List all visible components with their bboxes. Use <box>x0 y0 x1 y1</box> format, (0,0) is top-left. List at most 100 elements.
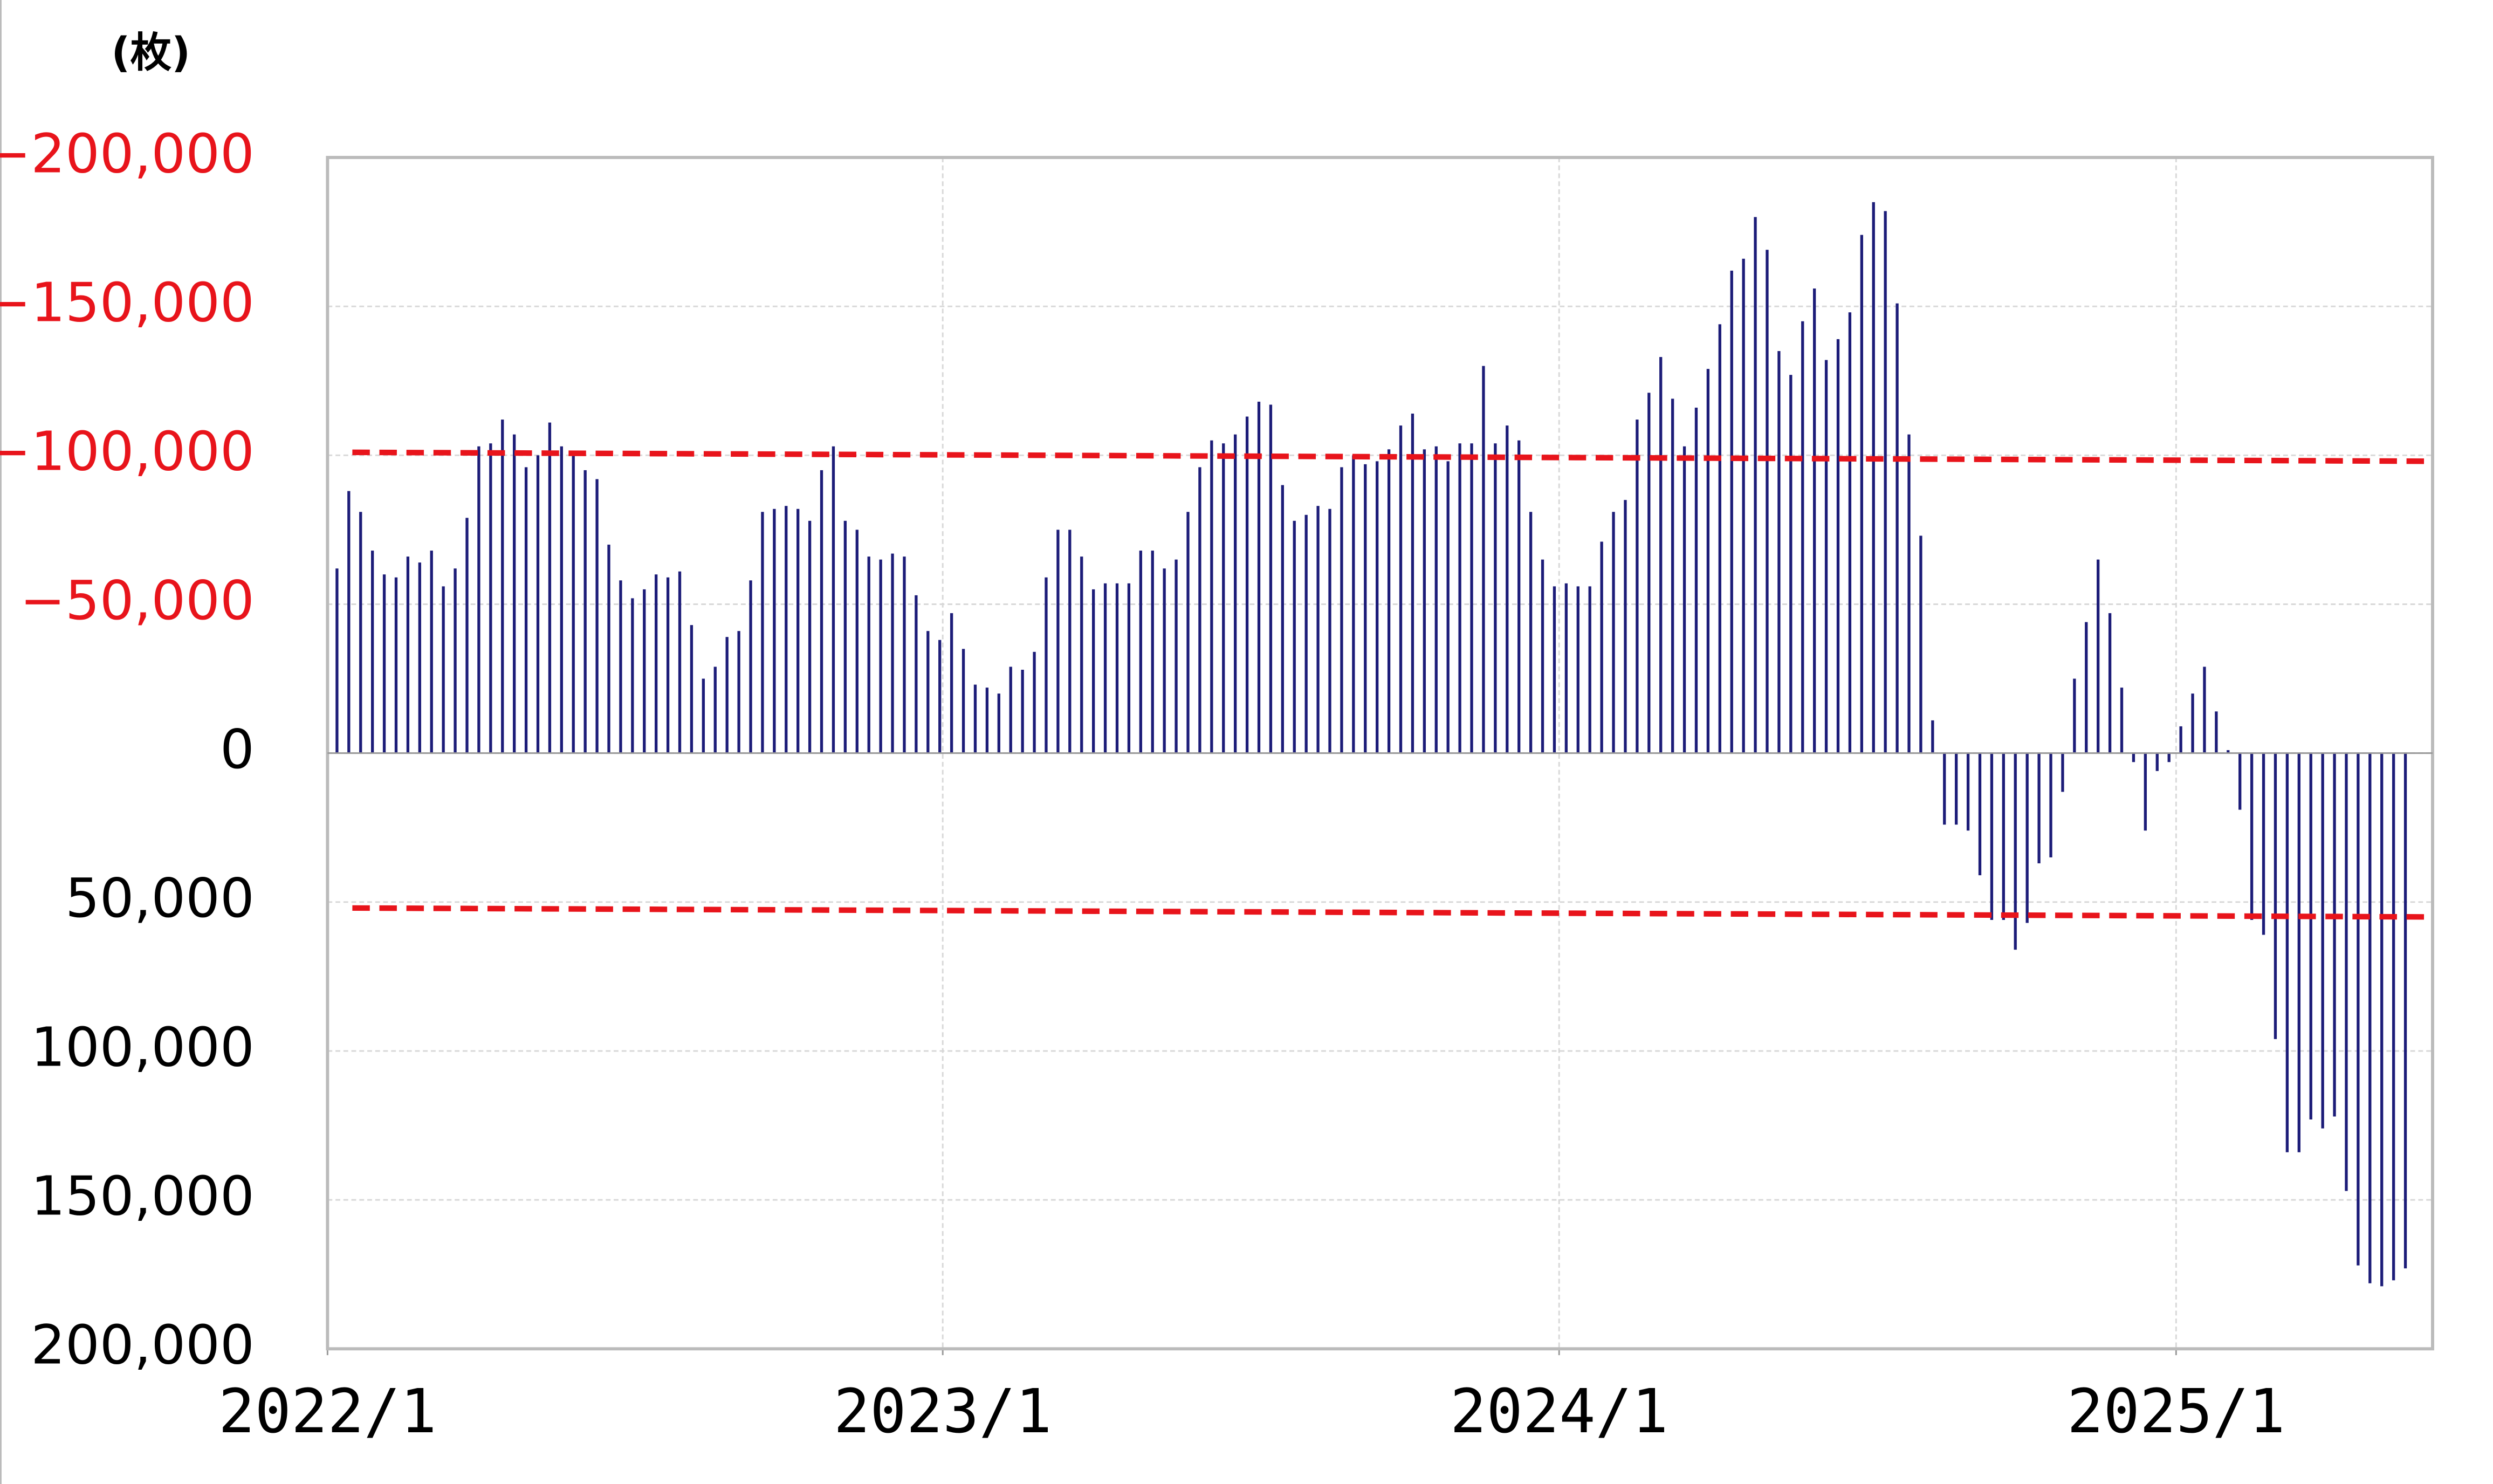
bar <box>962 649 965 753</box>
bar <box>950 613 953 753</box>
bar <box>1529 512 1533 753</box>
bar <box>477 446 480 753</box>
bar <box>359 512 362 753</box>
bar <box>406 556 410 753</box>
bar <box>1754 217 1757 753</box>
bar <box>524 467 528 753</box>
bar <box>1293 520 1296 753</box>
bar <box>2274 753 2277 1039</box>
bar <box>1470 443 1473 753</box>
bar <box>2179 726 2182 753</box>
bar <box>1139 551 1142 753</box>
bar <box>1860 235 1863 753</box>
bar <box>1434 446 1438 753</box>
bar <box>1647 393 1651 753</box>
bar <box>832 446 835 753</box>
bar <box>1718 324 1721 753</box>
bar <box>1198 467 1201 753</box>
bar <box>501 420 504 753</box>
bar <box>1376 461 1379 753</box>
bar <box>1056 530 1060 753</box>
bar <box>1316 506 1320 753</box>
y-axis-label: (枚) <box>111 29 190 77</box>
bar <box>347 491 351 753</box>
bar <box>1742 258 1745 753</box>
bar <box>655 574 658 753</box>
bar <box>1186 512 1190 753</box>
bar <box>1588 586 1591 753</box>
bar <box>1966 753 1970 831</box>
bar <box>891 553 894 753</box>
bar <box>2357 753 2360 1266</box>
bar <box>2085 622 2088 753</box>
bar <box>382 574 386 753</box>
x-tick-label: 2022/1 <box>218 1377 437 1447</box>
bar <box>1682 446 1686 753</box>
bar <box>560 446 563 753</box>
bar <box>985 688 989 753</box>
bar <box>619 580 622 753</box>
bar <box>335 568 339 753</box>
bar <box>2073 678 2076 753</box>
bar <box>725 637 729 753</box>
bar <box>690 625 693 753</box>
bar <box>2238 753 2242 810</box>
bar <box>702 678 705 753</box>
bar <box>2403 753 2407 1269</box>
bar <box>1848 312 1852 753</box>
bar <box>2155 753 2159 771</box>
bar <box>1175 559 1178 753</box>
bar <box>1245 416 1249 753</box>
bar <box>1801 321 1804 753</box>
bar <box>1706 369 1710 753</box>
bar <box>1127 583 1131 753</box>
bar <box>855 530 859 753</box>
bar <box>737 631 740 753</box>
bar <box>1943 753 1946 825</box>
bar <box>1328 509 1331 753</box>
y-tick-label: 50,000 <box>65 867 255 930</box>
bar <box>1269 404 1273 753</box>
bar <box>1872 202 1875 753</box>
bar <box>1387 449 1391 753</box>
bar <box>749 580 752 753</box>
bar <box>1352 455 1355 753</box>
bar <box>394 577 398 753</box>
bar <box>1068 530 1072 753</box>
bar <box>418 562 421 753</box>
bar <box>2144 753 2147 831</box>
bar <box>1163 568 1166 753</box>
bar <box>785 506 788 753</box>
bar <box>1624 500 1627 753</box>
x-tick-label: 2024/1 <box>1450 1377 1668 1447</box>
bar <box>1600 541 1603 753</box>
bar <box>2203 667 2206 753</box>
bar <box>2132 753 2135 762</box>
bar <box>973 684 977 753</box>
bar <box>430 551 433 753</box>
bar <box>1694 407 1698 753</box>
bar <box>2262 753 2265 935</box>
bar <box>2392 753 2395 1281</box>
bar <box>1659 357 1663 753</box>
bar <box>2049 753 2052 857</box>
bar <box>1955 753 1958 825</box>
bar <box>1446 461 1450 753</box>
bar <box>1115 583 1119 753</box>
y-tick-label: 200,000 <box>31 1314 254 1377</box>
bar <box>926 631 930 753</box>
bar <box>997 693 1000 753</box>
bar <box>2025 753 2029 923</box>
bar <box>713 667 717 753</box>
bar <box>1990 753 1994 920</box>
bar <box>2297 753 2300 1152</box>
bar <box>1304 514 1308 753</box>
bar <box>820 470 823 753</box>
bar <box>1009 667 1012 753</box>
bar <box>548 422 552 753</box>
bar <box>2321 753 2324 1129</box>
bar <box>2309 753 2312 1119</box>
bar <box>489 443 492 753</box>
